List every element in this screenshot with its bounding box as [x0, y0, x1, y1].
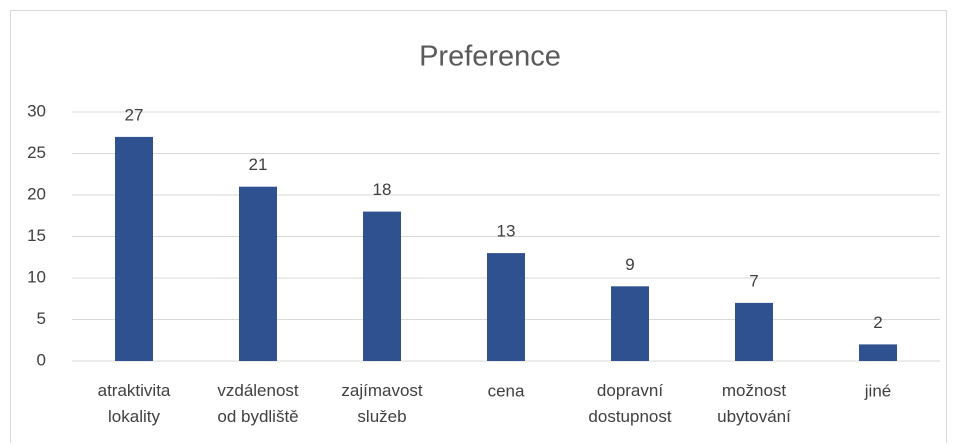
y-tick-label: 25: [27, 143, 46, 162]
y-tick-label: 10: [27, 267, 46, 286]
x-tick-label: atraktivita lokality: [98, 381, 171, 426]
x-tick-label: zajímavost služeb: [341, 381, 423, 426]
y-tick-label: 5: [37, 309, 46, 328]
x-tick-label: cena: [488, 381, 525, 400]
bar: [735, 302, 773, 361]
y-tick-label: 15: [27, 226, 46, 245]
bar: [611, 286, 649, 361]
data-label: 2: [873, 313, 882, 332]
data-label: 27: [125, 105, 144, 124]
y-tick-label: 30: [27, 101, 46, 120]
data-label: 7: [749, 271, 758, 290]
y-tick-label: 0: [37, 350, 46, 369]
bar: [239, 186, 277, 361]
x-tick-label: dopravní dostupnost: [588, 381, 671, 426]
data-label: 13: [497, 222, 516, 241]
chart-title: Preference: [419, 41, 561, 73]
chart-border: [10, 10, 947, 448]
bar: [115, 136, 153, 361]
x-tick-label: vzdálenost od bydliště: [217, 381, 299, 426]
y-tick-label: 20: [27, 184, 46, 203]
data-label: 18: [373, 180, 392, 199]
data-label: 21: [249, 155, 268, 174]
bar: [859, 344, 897, 361]
bar: [487, 253, 525, 361]
bar: [363, 211, 401, 361]
x-tick-label: jiné: [864, 381, 891, 400]
data-label: 9: [625, 255, 634, 274]
x-tick-label: možnost ubytování: [717, 381, 791, 426]
